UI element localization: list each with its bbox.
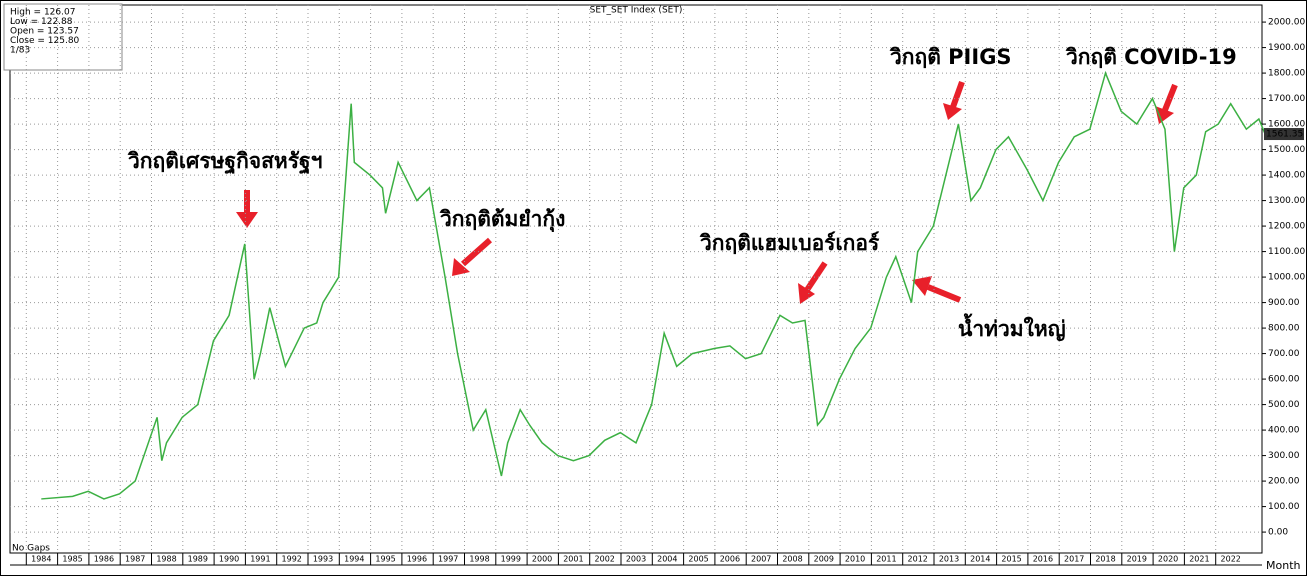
y-tick-label: 500.00 bbox=[1268, 400, 1300, 410]
y-tick-label: 400.00 bbox=[1268, 426, 1300, 436]
x-tick-label: 2000 bbox=[532, 555, 552, 564]
y-tick-label: 1300.00 bbox=[1268, 196, 1305, 206]
x-tick-label: 2012 bbox=[908, 555, 928, 564]
x-tick-label: 2015 bbox=[1001, 555, 1021, 564]
y-tick-label: 800.00 bbox=[1268, 324, 1300, 334]
x-tick-label: 2014 bbox=[970, 555, 990, 564]
y-tick-label: 1900.00 bbox=[1268, 43, 1305, 53]
x-tick-label: 2009 bbox=[814, 555, 834, 564]
y-tick-label: 1100.00 bbox=[1268, 247, 1305, 257]
x-tick-label: 1993 bbox=[313, 555, 333, 564]
period-label: Month bbox=[1266, 559, 1301, 572]
x-tick-label: 1995 bbox=[375, 555, 395, 564]
chart-title: SET_SET Index (SET) bbox=[590, 6, 683, 16]
annotation: วิกฤติต้มยำกุ้ง bbox=[439, 207, 566, 233]
x-tick-label: 1997 bbox=[438, 555, 458, 564]
x-tick-label: 1986 bbox=[94, 555, 114, 564]
info-box bbox=[3, 3, 123, 71]
y-tick-label: 900.00 bbox=[1268, 298, 1300, 308]
x-tick-label: 1988 bbox=[156, 555, 176, 564]
y-tick-label: 1600.00 bbox=[1268, 120, 1305, 130]
y-tick-label: 300.00 bbox=[1268, 451, 1300, 461]
x-tick-label: 1999 bbox=[501, 555, 521, 564]
x-tick-label: 2022 bbox=[1221, 555, 1241, 564]
y-tick-label: 200.00 bbox=[1268, 477, 1300, 487]
annotation: วิกฤติ COVID-19 bbox=[1065, 45, 1237, 69]
annotation: วิกฤติเศรษฐกิจสหรัฐฯ bbox=[127, 149, 323, 175]
info-line: Open = 123.57 bbox=[10, 27, 79, 37]
x-tick-label: 2001 bbox=[563, 555, 583, 564]
annotation: วิกฤติ PIIGS bbox=[889, 45, 1012, 69]
x-tick-label: 1992 bbox=[282, 555, 302, 564]
x-tick-label: 2013 bbox=[939, 555, 959, 564]
gaps-label: No Gaps bbox=[12, 544, 50, 554]
x-tick-label: 1987 bbox=[125, 555, 145, 564]
x-tick-label: 2002 bbox=[595, 555, 615, 564]
y-tick-label: 1800.00 bbox=[1268, 69, 1305, 79]
x-tick-label: 2007 bbox=[751, 555, 771, 564]
x-tick-label: 2010 bbox=[845, 555, 865, 564]
x-tick-label: 2016 bbox=[1033, 555, 1053, 564]
y-tick-label: 100.00 bbox=[1268, 502, 1300, 512]
x-tick-label: 1984 bbox=[31, 555, 51, 564]
x-tick-label: 2018 bbox=[1095, 555, 1115, 564]
y-tick-label: 700.00 bbox=[1268, 349, 1300, 359]
x-tick-label: 1994 bbox=[344, 555, 364, 564]
x-tick-label: 2017 bbox=[1064, 555, 1084, 564]
arrows bbox=[236, 80, 1178, 304]
x-tick-label: 2020 bbox=[1158, 555, 1178, 564]
annotation: วิกฤติแฮมเบอร์เกอร์ bbox=[699, 231, 880, 255]
x-tick-label: 1996 bbox=[407, 555, 427, 564]
y-tick-label: 0.00 bbox=[1268, 528, 1288, 538]
x-tick-label: 1998 bbox=[469, 555, 489, 564]
annotation: น้ำท่วมใหญ่ bbox=[958, 313, 1066, 342]
last-price-box bbox=[1264, 128, 1304, 141]
info-line: Low = 122.88 bbox=[10, 17, 73, 27]
y-tick-label: 1700.00 bbox=[1268, 94, 1305, 104]
x-tick-label: 2004 bbox=[657, 555, 677, 564]
x-tick-label: 2021 bbox=[1189, 555, 1209, 564]
info-line: Close = 125.80 bbox=[10, 36, 80, 46]
y-tick-label: 600.00 bbox=[1268, 375, 1300, 385]
plot-area bbox=[9, 4, 1263, 554]
y-tick-label: 1200.00 bbox=[1268, 222, 1305, 232]
info-line: High = 126.07 bbox=[10, 8, 75, 18]
price-line bbox=[41, 70, 1266, 500]
last-price: 1561.35 bbox=[1266, 130, 1303, 140]
x-tick-label: 1990 bbox=[219, 555, 239, 564]
x-tick-label: 2003 bbox=[626, 555, 646, 564]
info-line: 1/83 bbox=[10, 46, 30, 56]
x-tick-label: 2011 bbox=[876, 555, 896, 564]
x-tick-label: 1989 bbox=[188, 555, 208, 564]
x-tick-label: 1985 bbox=[62, 555, 82, 564]
x-tick-label: 2006 bbox=[720, 555, 740, 564]
x-tick-label: 1991 bbox=[250, 555, 270, 564]
y-tick-label: 2000.00 bbox=[1268, 18, 1305, 28]
y-tick-label: 1500.00 bbox=[1268, 145, 1305, 155]
y-tick-label: 1400.00 bbox=[1268, 171, 1305, 181]
x-tick-label: 2019 bbox=[1127, 555, 1147, 564]
x-tick-label: 2005 bbox=[688, 555, 708, 564]
x-tick-label: 2008 bbox=[782, 555, 802, 564]
y-tick-label: 1000.00 bbox=[1268, 273, 1305, 283]
